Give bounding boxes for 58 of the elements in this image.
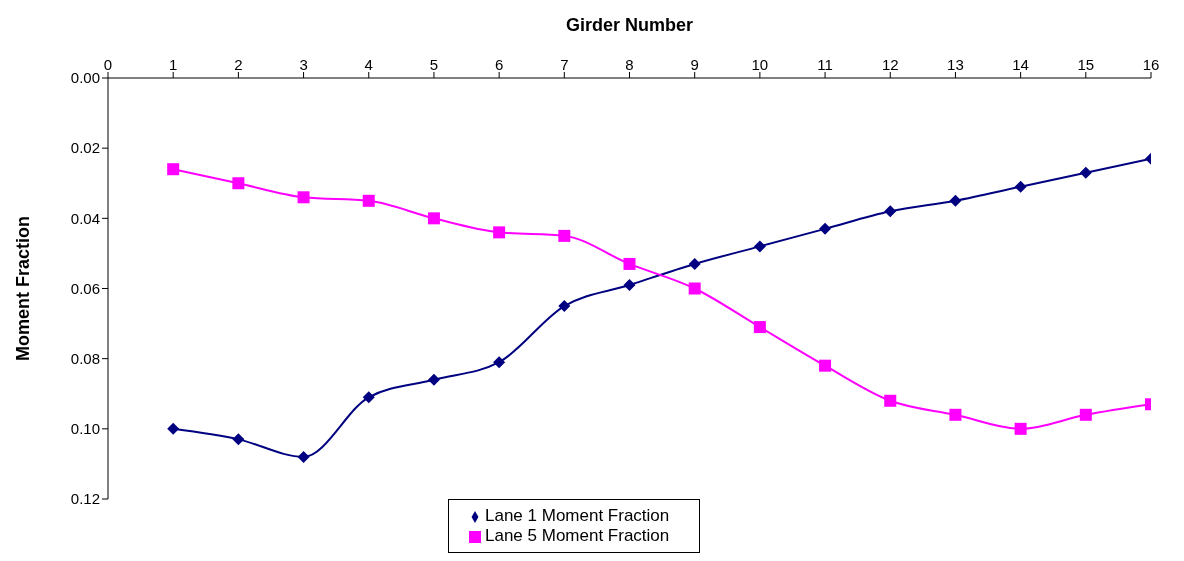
x-tick-label: 16 (1142, 56, 1160, 73)
legend-label: Lane 5 Moment Fraction (485, 526, 670, 545)
point (949, 194, 962, 207)
point (819, 222, 832, 235)
point (884, 394, 897, 407)
x-tick-label: 12 (881, 56, 899, 73)
y-tick-label: 0.02 (70, 139, 100, 157)
point (1014, 422, 1027, 435)
y-tick-label: 0.12 (70, 490, 100, 508)
y-tick-label: 0.00 (70, 69, 100, 87)
x-tick-label: 10 (751, 56, 769, 73)
point (167, 422, 180, 435)
point (427, 212, 440, 225)
point (167, 163, 180, 176)
x-tick-label: 14 (1012, 56, 1029, 73)
x-tick-label: 3 (299, 56, 308, 73)
y-tick-label: 0.06 (70, 279, 100, 297)
point (623, 278, 636, 291)
x-tick-label: 8 (625, 56, 634, 73)
point (297, 450, 310, 463)
y-tick-label: 0.04 (70, 209, 100, 227)
point (753, 240, 766, 253)
x-tick-label: 15 (1077, 56, 1095, 73)
point (949, 408, 962, 421)
x-tick-label: 1 (169, 56, 178, 73)
x-tick-label: 6 (494, 56, 504, 73)
y-tick-label: 0.08 (70, 349, 100, 367)
point (884, 205, 897, 218)
x-tick-label: 5 (429, 56, 439, 73)
point (1079, 408, 1092, 421)
point (623, 257, 636, 270)
point (362, 194, 375, 207)
point (493, 356, 506, 369)
point (493, 226, 506, 239)
point (362, 391, 375, 404)
point (1079, 166, 1092, 179)
point (1014, 180, 1027, 193)
x-tick-label: 13 (947, 56, 964, 73)
x-tick-label: 0 (103, 56, 113, 73)
point (819, 359, 832, 372)
point (688, 257, 701, 270)
y-axis-title: Moment Fraction (13, 215, 34, 362)
x-axis-title: Girder Number (565, 14, 694, 35)
point (753, 321, 766, 334)
point (427, 373, 440, 386)
x-tick-label: 7 (560, 56, 569, 73)
x-tick-label: 11 (817, 56, 833, 73)
point (688, 282, 701, 295)
x-tick-label: 2 (234, 56, 243, 73)
point (558, 229, 571, 242)
point (297, 191, 310, 204)
x-tick-label: 9 (690, 56, 699, 73)
x-tick-label: 4 (364, 56, 373, 73)
point (232, 433, 245, 446)
y-tick-label: 0.10 (70, 420, 100, 438)
point (232, 177, 245, 190)
legend-label: Lane 1 Moment Fraction (485, 506, 670, 525)
point (558, 300, 571, 313)
